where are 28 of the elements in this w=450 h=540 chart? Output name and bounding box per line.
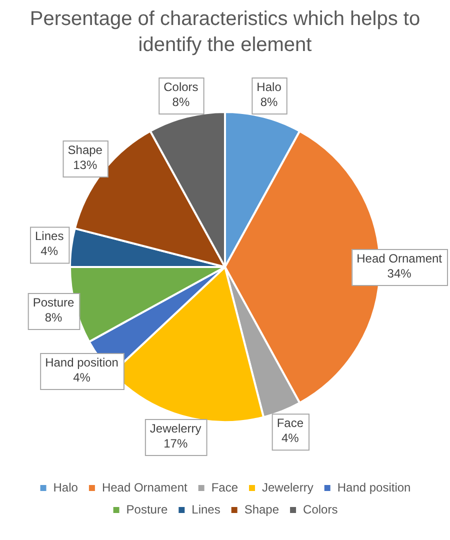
data-label: 4% bbox=[73, 370, 91, 384]
slice-label: Hand position bbox=[45, 355, 118, 370]
slice-label: Halo bbox=[256, 80, 282, 94]
slice-label: Colors bbox=[164, 80, 198, 94]
data-label: 4% bbox=[40, 244, 58, 258]
data-label: 17% bbox=[164, 436, 188, 450]
data-label: 34% bbox=[387, 266, 412, 280]
slice-label: Jewelerry bbox=[150, 421, 202, 436]
slice-label: Face bbox=[276, 416, 304, 430]
legend-label: Face bbox=[211, 480, 238, 494]
slice-label: Lines bbox=[35, 229, 64, 244]
chart-title: Persentage of characteristics which helps to identify the element bbox=[28, 7, 422, 58]
data-label: 8% bbox=[172, 94, 190, 109]
slice-label: Shape bbox=[68, 142, 103, 157]
data-label: 8% bbox=[44, 310, 63, 324]
slice-label: Posture bbox=[32, 295, 75, 310]
data-label: 13% bbox=[73, 158, 98, 172]
legend-label: Lines bbox=[192, 502, 220, 516]
legend-label: Halo bbox=[53, 480, 78, 494]
legend-label: Hand position bbox=[337, 480, 411, 494]
legend-label: Head Ornament bbox=[102, 480, 188, 494]
legend-label: Shape bbox=[244, 502, 280, 516]
data-label: 4% bbox=[282, 430, 300, 445]
legend-label: Jewelerry bbox=[262, 480, 314, 494]
data-label: 8% bbox=[260, 94, 278, 109]
slice-label: Head Ornament bbox=[356, 251, 443, 266]
legend-label: Posture bbox=[126, 502, 168, 516]
legend-label: Colors bbox=[303, 502, 338, 516]
